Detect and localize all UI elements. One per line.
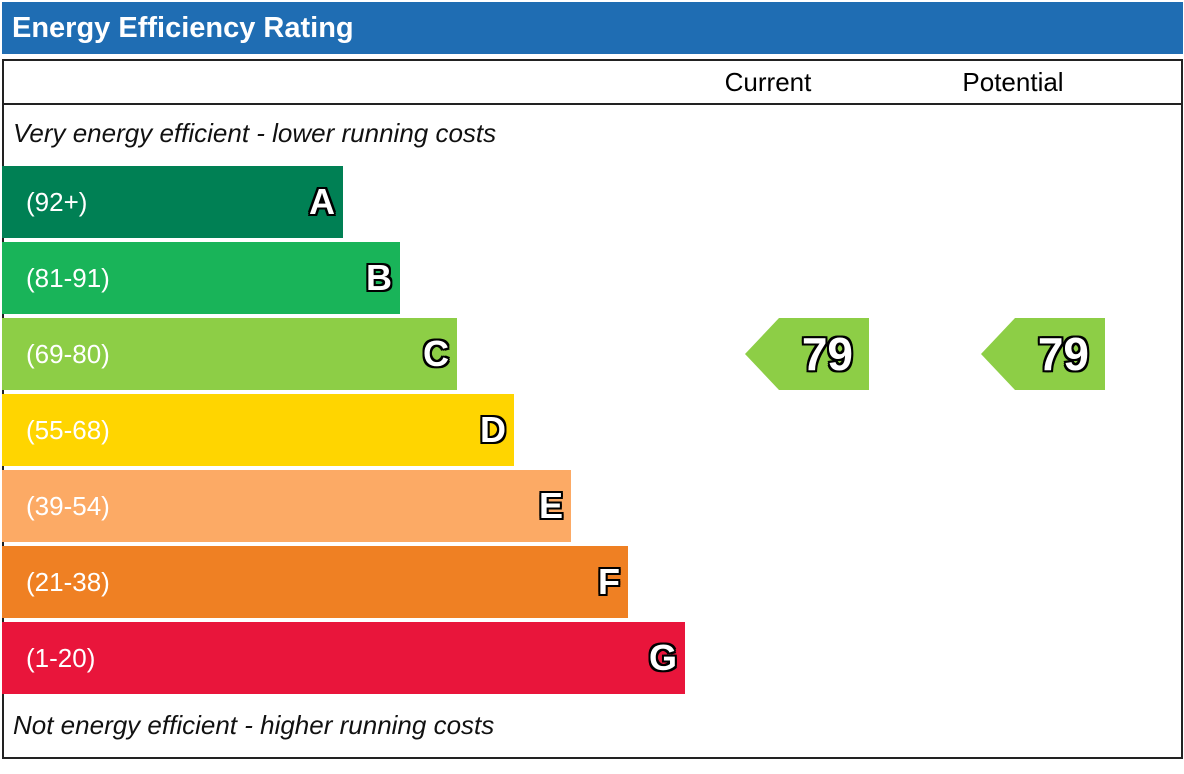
potential-column-header: Potential — [962, 67, 1064, 97]
band-range-label: (21-38) — [26, 567, 110, 597]
band-letter-label: E — [538, 485, 563, 526]
band-range-label: (55-68) — [26, 415, 110, 445]
title-bar: Energy Efficiency Rating — [2, 2, 1183, 54]
band-e: (39-54) E — [2, 470, 571, 542]
band-range-label: (1-20) — [26, 643, 96, 673]
header-divider — [2, 103, 1183, 105]
potential-rating-indicator: 79 — [981, 318, 1105, 390]
band-g: (1-20) G — [2, 622, 685, 694]
band-letter-label: G — [648, 637, 677, 678]
band-f: (21-38) F — [2, 546, 628, 618]
current-arrow-shape — [745, 318, 869, 390]
band-b: (81-91) B — [2, 242, 400, 314]
band-d: (55-68) D — [2, 394, 514, 466]
potential-rating-value: 79 — [1037, 328, 1089, 380]
current-column-header: Current — [724, 67, 812, 97]
top-caption: Very energy efficient - lower running co… — [13, 118, 497, 148]
band-letter-label: B — [366, 257, 392, 298]
chart-title: Energy Efficiency Rating — [12, 12, 354, 44]
band-c: (69-80) C — [2, 318, 457, 390]
band-a: (92+) A — [2, 166, 343, 238]
band-range-label: (69-80) — [26, 339, 110, 369]
band-letter-label: F — [598, 561, 620, 602]
potential-arrow-shape — [981, 318, 1105, 390]
current-rating-value: 79 — [801, 328, 853, 380]
band-letter-label: A — [309, 181, 335, 222]
band-range-label: (81-91) — [26, 263, 110, 293]
current-rating-indicator: 79 — [745, 318, 869, 390]
bottom-caption: Not energy efficient - higher running co… — [13, 710, 495, 740]
band-letter-label: D — [480, 409, 506, 450]
band-range-label: (92+) — [26, 187, 88, 217]
band-range-label: (39-54) — [26, 491, 110, 521]
band-letter-label: C — [423, 333, 449, 374]
